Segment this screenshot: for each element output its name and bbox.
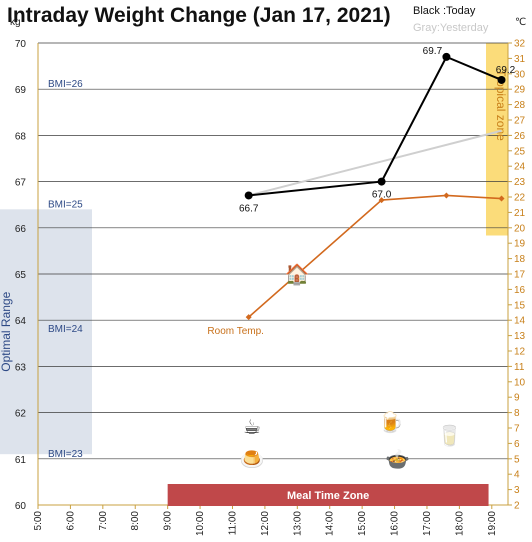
room-temp-line bbox=[248, 194, 502, 318]
room-temp-point bbox=[443, 192, 450, 199]
y-right-tick: 24 bbox=[514, 162, 526, 173]
y-left-tick: 60 bbox=[15, 501, 27, 512]
y-right-tick: 6 bbox=[514, 439, 520, 450]
y-right-tick: 20 bbox=[514, 223, 526, 234]
y-right-tick: 18 bbox=[514, 254, 526, 265]
room-temp-point bbox=[378, 197, 385, 204]
y-right-tick: 12 bbox=[514, 347, 526, 358]
y-right-tick: 13 bbox=[514, 331, 526, 342]
y-right-tick: 8 bbox=[514, 408, 520, 419]
today-value-label: 67.0 bbox=[372, 190, 392, 201]
y-right-tick: 21 bbox=[514, 208, 526, 219]
bmi-label: BMI=26 bbox=[48, 79, 83, 90]
y-right-tick: 25 bbox=[514, 146, 526, 157]
y-left-tick: 61 bbox=[15, 455, 27, 466]
bmi-label: BMI=24 bbox=[48, 324, 83, 335]
y-left-tick: 70 bbox=[15, 39, 27, 50]
y-right-unit: ℃ bbox=[515, 17, 526, 28]
y-right-tick: 5 bbox=[514, 454, 520, 465]
x-tick: 10:00 bbox=[195, 511, 206, 536]
x-tick: 19:00 bbox=[487, 511, 498, 536]
y-left-tick: 65 bbox=[15, 270, 27, 281]
y-right-tick: 28 bbox=[514, 100, 526, 111]
room-temp-label: Room Temp. bbox=[207, 326, 264, 337]
today-point bbox=[377, 177, 386, 186]
pudding-icon: 🍮 bbox=[239, 449, 264, 471]
x-tick: 18:00 bbox=[454, 511, 465, 536]
y-right-tick: 17 bbox=[514, 270, 526, 281]
tropical-zone-band bbox=[486, 43, 508, 236]
yesterday-line bbox=[248, 129, 502, 197]
fireplace-icon: 🏠 bbox=[285, 263, 310, 286]
x-tick: 15:00 bbox=[357, 511, 368, 536]
x-tick: 17:00 bbox=[422, 511, 433, 536]
x-tick: 8:00 bbox=[130, 511, 141, 531]
today-point bbox=[244, 191, 253, 200]
y-left-tick: 68 bbox=[15, 131, 27, 142]
y-left-tick: 69 bbox=[15, 85, 27, 96]
today-value-label: 69.2 bbox=[496, 65, 516, 76]
y-left-tick: 66 bbox=[15, 224, 27, 235]
x-tick: 7:00 bbox=[98, 511, 109, 531]
y-left-tick: 62 bbox=[15, 409, 27, 420]
today-line bbox=[248, 55, 502, 197]
today-value-label: 69.7 bbox=[423, 46, 443, 57]
x-tick: 16:00 bbox=[390, 511, 401, 536]
y-right-tick: 19 bbox=[514, 239, 526, 250]
y-left-tick: 67 bbox=[15, 178, 27, 189]
chart-title: Intraday Weight Change (Jan 17, 2021) bbox=[7, 4, 391, 27]
tropical-zone-label: Tropical zone bbox=[494, 69, 508, 141]
meal-time-zone-label: Meal Time Zone bbox=[287, 490, 369, 502]
y-right-tick: 14 bbox=[514, 316, 526, 327]
today-point bbox=[442, 52, 451, 61]
legend-today: Black :Today bbox=[413, 5, 476, 17]
y-right-tick: 16 bbox=[514, 285, 526, 296]
optimal-range-band bbox=[0, 209, 92, 455]
x-tick: 5:00 bbox=[33, 511, 44, 531]
x-tick: 12:00 bbox=[260, 511, 271, 536]
y-right-tick: 10 bbox=[514, 377, 526, 388]
y-left-unit: kg bbox=[10, 17, 21, 28]
y-right-tick: 23 bbox=[514, 177, 526, 188]
x-tick: 6:00 bbox=[65, 511, 76, 531]
hotpot-icon: 🍲 bbox=[385, 448, 410, 471]
y-right-tick: 26 bbox=[514, 131, 526, 142]
room-temp-point bbox=[245, 314, 252, 321]
y-right-tick: 15 bbox=[514, 300, 526, 311]
optimal-range-label: Optimal Range bbox=[0, 291, 13, 371]
x-tick: 9:00 bbox=[163, 511, 174, 531]
y-right-tick: 4 bbox=[514, 470, 520, 481]
hot-drink-icon: ☕ bbox=[243, 416, 261, 438]
y-right-tick: 29 bbox=[514, 85, 526, 96]
x-tick: 11:00 bbox=[227, 511, 238, 536]
y-left-tick: 63 bbox=[15, 362, 27, 373]
x-tick: 13:00 bbox=[292, 511, 303, 536]
water-glass-icon: 🥛 bbox=[437, 424, 462, 448]
bmi-label: BMI=23 bbox=[48, 449, 83, 460]
meal-time-zone-band bbox=[167, 484, 489, 506]
today-value-label: 66.7 bbox=[239, 203, 259, 214]
x-tick: 14:00 bbox=[325, 511, 336, 536]
room-temp-point bbox=[498, 195, 505, 202]
legend-yesterday: Gray:Yesterday bbox=[413, 22, 489, 34]
beer-icon: 🍺 bbox=[379, 410, 404, 434]
y-right-tick: 7 bbox=[514, 424, 520, 435]
y-left-tick: 64 bbox=[15, 316, 27, 327]
y-right-tick: 9 bbox=[514, 393, 520, 404]
y-right-tick: 31 bbox=[514, 54, 526, 65]
bmi-label: BMI=25 bbox=[48, 199, 83, 210]
y-right-tick: 11 bbox=[514, 362, 525, 373]
y-right-tick: 3 bbox=[514, 485, 520, 496]
today-point bbox=[497, 75, 506, 84]
y-right-tick: 32 bbox=[514, 39, 526, 50]
y-right-tick: 22 bbox=[514, 193, 526, 204]
y-right-tick: 2 bbox=[514, 501, 520, 512]
y-right-tick: 30 bbox=[514, 69, 526, 80]
y-right-tick: 27 bbox=[514, 116, 526, 127]
